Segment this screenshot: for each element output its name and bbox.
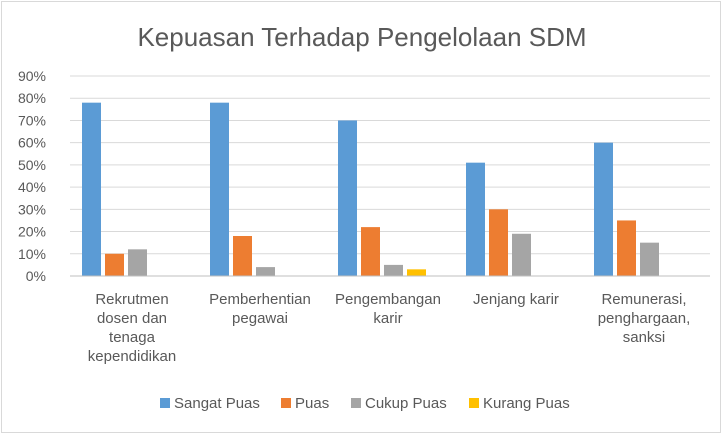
y-tick-label: 90%	[18, 68, 46, 84]
legend-swatch	[281, 398, 291, 408]
y-tick-label: 50%	[18, 157, 46, 173]
bar	[128, 249, 147, 276]
x-category-label: Pengembangan karir	[335, 291, 441, 327]
x-category-label: Pemberhentian pegawai	[209, 291, 311, 327]
y-tick-label: 70%	[18, 112, 46, 128]
legend: Sangat Puas Puas Cukup Puas Kurang Puas	[160, 395, 570, 412]
bar	[594, 142, 613, 276]
y-tick-label: 0%	[26, 268, 46, 284]
legend-item: Cukup Puas	[351, 395, 447, 412]
bar	[338, 120, 357, 276]
y-tick-label: 10%	[18, 246, 46, 262]
bar	[210, 102, 229, 277]
x-axis-category-labels: Rekrutmen dosen dan tenaga kependidikan Pemb…	[88, 291, 691, 365]
bar	[361, 227, 380, 276]
x-category-label: Remunerasi, penghargaan, sanksi	[598, 291, 691, 346]
x-category-label: Rekrutmen dosen dan tenaga kependidikan	[88, 291, 176, 365]
bars	[82, 102, 659, 277]
y-tick-label: 30%	[18, 201, 46, 217]
bar	[105, 253, 124, 276]
gridlines	[70, 75, 710, 255]
legend-swatch	[351, 398, 361, 408]
bar	[233, 236, 252, 276]
legend-swatch	[469, 398, 479, 408]
bar	[617, 220, 636, 276]
y-tick-label: 60%	[18, 135, 46, 151]
x-category-label: Jenjang karir	[473, 291, 559, 308]
legend-label: Cukup Puas	[365, 395, 447, 412]
bar	[489, 209, 508, 276]
legend-item: Sangat Puas	[160, 395, 260, 412]
chart-title: Kepuasan Terhadap Pengelolaan SDM	[137, 22, 586, 52]
y-axis-tick-labels: 0% 10% 20% 30% 40% 50% 60% 70% 80% 90%	[18, 68, 46, 284]
bar	[82, 102, 101, 277]
bar	[256, 267, 275, 276]
legend-swatch	[160, 398, 170, 408]
legend-item: Puas	[281, 395, 329, 412]
legend-label: Sangat Puas	[174, 395, 260, 412]
legend-label: Puas	[295, 395, 329, 412]
bar	[512, 233, 531, 276]
bar	[407, 269, 426, 276]
legend-label: Kurang Puas	[483, 395, 570, 412]
y-tick-label: 40%	[18, 179, 46, 195]
bar	[384, 264, 403, 276]
legend-item: Kurang Puas	[469, 395, 570, 412]
bar	[466, 162, 485, 276]
y-tick-label: 80%	[18, 90, 46, 106]
y-tick-label: 20%	[18, 224, 46, 240]
bar	[640, 242, 659, 276]
